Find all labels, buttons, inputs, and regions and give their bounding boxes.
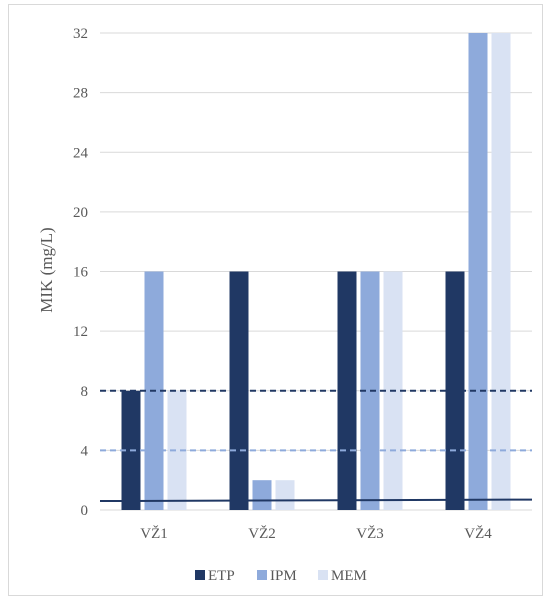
reference-lines	[99, 389, 533, 503]
y-axis-ticks: 0 4 8 12 16 20 24 28 32	[73, 26, 89, 519]
x-category-label: VŽ2	[248, 525, 276, 542]
y-tick-label: 28	[73, 86, 88, 102]
bar-ipm	[468, 33, 488, 510]
bar-ipm	[252, 480, 272, 510]
x-category-label: VŽ4	[464, 525, 492, 542]
y-tick-label: 0	[81, 503, 89, 519]
y-tick-label: 8	[81, 384, 89, 400]
legend-swatch-mem	[318, 570, 328, 580]
gridlines	[100, 32, 532, 511]
legend: ETP IPM MEM	[195, 568, 367, 584]
legend-label-mem: MEM	[331, 568, 367, 584]
y-tick-label: 4	[81, 443, 89, 459]
x-category-label: VŽ3	[356, 525, 384, 542]
legend-swatch-etp	[195, 570, 205, 580]
x-category-label: VŽ1	[140, 525, 168, 542]
reference-line	[99, 498, 533, 503]
y-tick-label: 20	[73, 205, 88, 221]
y-tick-label: 32	[73, 26, 88, 42]
legend-label-ipm: IPM	[270, 568, 297, 584]
y-axis-label: MIK (mg/L)	[37, 227, 56, 312]
y-tick-label: 16	[73, 265, 89, 281]
y-tick-label: 12	[73, 324, 88, 340]
bar-mem	[491, 33, 511, 510]
x-axis-categories: VŽ1 VŽ2 VŽ3 VŽ4	[140, 525, 492, 542]
legend-swatch-ipm	[257, 570, 267, 580]
bar-mem	[167, 390, 187, 510]
y-tick-label: 24	[73, 145, 89, 161]
bar-mem	[275, 480, 295, 510]
legend-label-etp: ETP	[208, 568, 235, 584]
